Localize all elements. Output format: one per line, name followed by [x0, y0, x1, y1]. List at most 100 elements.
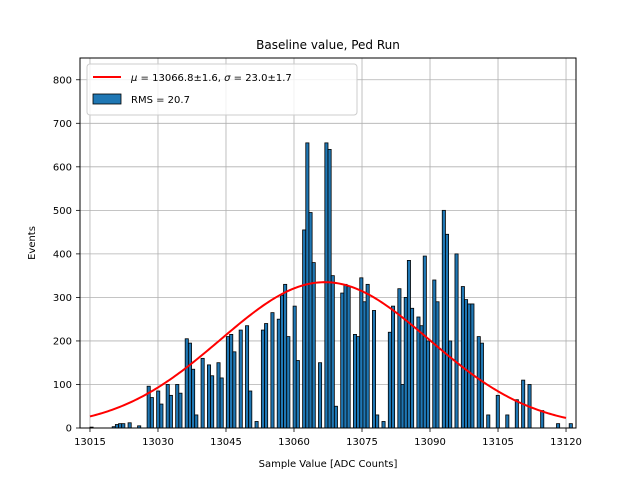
- histogram-bar: [365, 283, 370, 429]
- legend-mu-value: = 13066.8±1.6,: [137, 73, 224, 84]
- histogram-bar: [232, 351, 237, 429]
- histogram-bar: [467, 303, 472, 429]
- histogram-bar: [359, 277, 364, 429]
- histogram-bar: [318, 362, 323, 429]
- histogram-bar: [206, 364, 211, 429]
- x-axis-label: Sample Value [ADC Counts]: [259, 459, 398, 470]
- y-tick-label-4: 400: [53, 249, 72, 260]
- chart-title: Baseline value, Ped Run: [256, 38, 400, 52]
- histogram-bar: [505, 414, 510, 429]
- histogram-bar: [356, 336, 361, 429]
- histogram-bar: [372, 310, 376, 429]
- legend-histogram-label: RMS = 20.7: [131, 95, 190, 106]
- histogram-bar: [346, 286, 351, 429]
- histogram-bar: [324, 142, 329, 429]
- y-tick-label-2: 200: [53, 336, 72, 347]
- histogram-bar: [149, 397, 154, 429]
- histogram-bar: [445, 233, 449, 429]
- y-tick-label-1: 100: [53, 380, 72, 391]
- histogram-bar: [159, 403, 164, 429]
- histogram-bar: [200, 357, 205, 429]
- histogram-bar: [333, 405, 338, 429]
- histogram-bar: [219, 377, 224, 429]
- y-tick-label-3: 300: [53, 293, 72, 304]
- x-tick-label-7: 13120: [550, 437, 582, 448]
- histogram-bar: [187, 342, 192, 429]
- histogram-bar: [114, 424, 119, 429]
- histogram-bar: [194, 414, 199, 429]
- legend-histogram-swatch: [92, 93, 122, 105]
- histogram-bar: [175, 384, 180, 429]
- histogram-bar: [514, 399, 519, 429]
- histogram-bar: [397, 288, 402, 429]
- histogram-bar: [260, 329, 265, 429]
- histogram-bar: [343, 283, 348, 429]
- histogram-bar: [330, 275, 335, 429]
- gaussian-fit-line: [89, 281, 567, 419]
- histogram-bar: [422, 255, 427, 429]
- histogram-bar: [568, 423, 573, 429]
- histogram-bar: [127, 422, 132, 429]
- histogram-bar: [479, 342, 484, 429]
- histogram-bar: [406, 260, 411, 429]
- y-tick-label-8: 800: [53, 75, 72, 86]
- legend-sigma-symbol: σ: [224, 73, 231, 84]
- y-tick-label-6: 600: [53, 162, 72, 173]
- histogram-bar: [238, 329, 243, 429]
- y-axis-label: Events: [27, 226, 38, 260]
- histogram-bar: [556, 423, 561, 429]
- histogram-bar: [254, 421, 259, 429]
- histogram-bar: [286, 336, 291, 429]
- histogram-bar: [283, 283, 288, 429]
- histogram-bar: [454, 253, 459, 429]
- legend-fit-label: μ = 13066.8±1.6, σ = 23.0±1.7: [130, 73, 292, 84]
- y-tick-label-5: 500: [53, 206, 72, 217]
- histogram-bar: [435, 301, 440, 429]
- histogram-bar: [210, 375, 215, 429]
- legend-mu-symbol: μ: [130, 73, 137, 84]
- y-axis-ticks: 0 100 200 300 400 500 600 700 800: [53, 75, 80, 435]
- histogram-bar: [156, 390, 161, 429]
- histogram-bar: [403, 297, 408, 429]
- histogram-bar: [302, 229, 307, 429]
- x-tick-label-5: 13090: [414, 437, 446, 448]
- histogram-bar: [276, 318, 281, 429]
- legend-sigma-value: = 23.0±1.7: [230, 73, 291, 84]
- histogram-bar: [419, 325, 424, 429]
- histogram-bar: [448, 340, 453, 429]
- histogram-bar: [476, 336, 481, 429]
- histogram-bar: [264, 323, 269, 429]
- histogram-bar: [178, 392, 183, 429]
- x-axis-ticks: 13015 13030 13045 13060 13075 13090 13105 13120: [74, 428, 582, 448]
- y-tick-label-7: 700: [53, 119, 72, 130]
- histogram-bar: [295, 360, 300, 429]
- histogram-bar: [292, 305, 297, 429]
- histogram-bar: [352, 334, 357, 429]
- histogram-bar: [400, 384, 405, 429]
- legend: μ = 13066.8±1.6, σ = 23.0±1.7 RMS = 20.7: [86, 63, 358, 116]
- histogram-bar: [311, 262, 316, 429]
- histogram-bar: [229, 334, 234, 429]
- plot-frame: [79, 57, 577, 429]
- histogram-bar: [118, 423, 123, 429]
- histogram-bar: [391, 305, 396, 429]
- histogram-bar: [165, 384, 170, 429]
- histogram-bar: [464, 299, 469, 429]
- legend-box: [86, 63, 358, 116]
- y-tick-label-0: 0: [66, 424, 72, 435]
- histogram-bar: [460, 286, 465, 429]
- x-tick-label-6: 13105: [482, 437, 514, 448]
- histogram-bar: [270, 312, 275, 429]
- histogram-bar: [425, 340, 430, 429]
- x-tick-label-1: 13030: [142, 437, 174, 448]
- histogram-bar: [340, 292, 345, 429]
- histogram-bar: [441, 209, 446, 429]
- histogram-bar: [540, 410, 545, 429]
- histogram-bar: [226, 336, 231, 429]
- histogram-bar: [495, 394, 500, 429]
- x-tick-label-0: 13015: [74, 437, 106, 448]
- histogram-bar: [381, 421, 386, 429]
- histogram-bar: [121, 423, 126, 429]
- x-tick-label-4: 13075: [346, 437, 378, 448]
- histogram-bar: [387, 331, 392, 429]
